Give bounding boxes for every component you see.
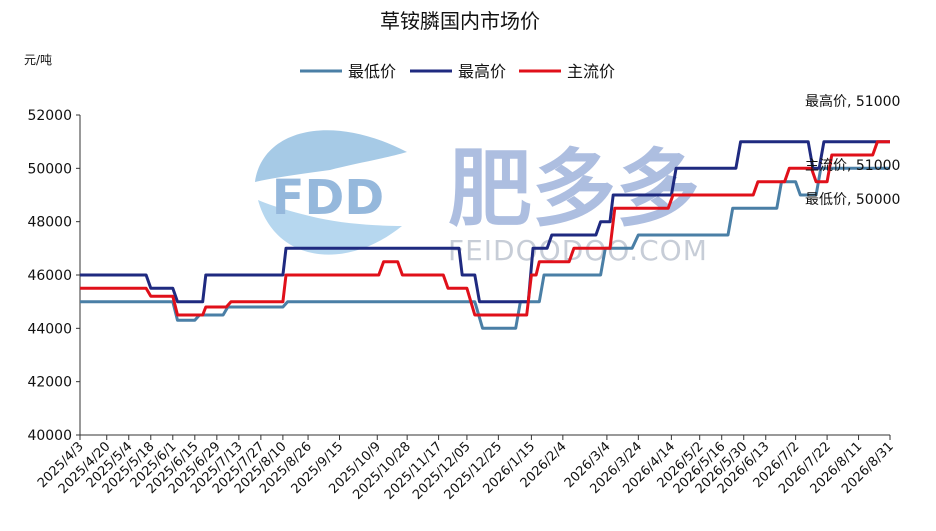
y-tick-label: 40000: [27, 428, 72, 444]
y-tick-label: 42000: [27, 375, 72, 391]
end-label: 最低价, 50000: [805, 192, 900, 208]
brand-text: 肥多多: [448, 140, 700, 238]
y-tick-label: 48000: [27, 215, 72, 231]
series-layer: [80, 140, 890, 330]
y-axis-label: 元/吨: [24, 53, 52, 67]
series-line-最高价: [80, 140, 890, 304]
leaf-icon: [258, 200, 402, 255]
fdd-logo: FDD: [255, 130, 407, 255]
site-text: FEIDOODOO.COM: [448, 234, 708, 267]
end-labels: 最低价, 50000 最高价, 51000 主流价, 51000: [805, 93, 900, 208]
series-line-主流价: [80, 140, 890, 317]
logo-text: FDD: [272, 170, 384, 226]
series-line-最低价: [80, 166, 890, 330]
legend-label: 主流价: [567, 62, 615, 81]
y-tick-label: 50000: [27, 161, 72, 177]
legend-label: 最低价: [348, 62, 396, 81]
y-tick-label: 52000: [27, 108, 72, 124]
chart-title: 草铵膦国内市场价: [380, 9, 540, 33]
end-label: 最高价, 51000: [805, 93, 900, 110]
y-tick-label: 44000: [27, 321, 72, 337]
y-tick-label: 46000: [27, 268, 72, 284]
end-label: 主流价, 51000: [805, 158, 900, 174]
legend: 最低价 最高价 主流价: [300, 62, 615, 81]
legend-label: 最高价: [458, 62, 506, 81]
watermark: FDD 肥多多 FEIDOODOO.COM: [255, 130, 708, 267]
leaf-icon: [255, 130, 407, 182]
